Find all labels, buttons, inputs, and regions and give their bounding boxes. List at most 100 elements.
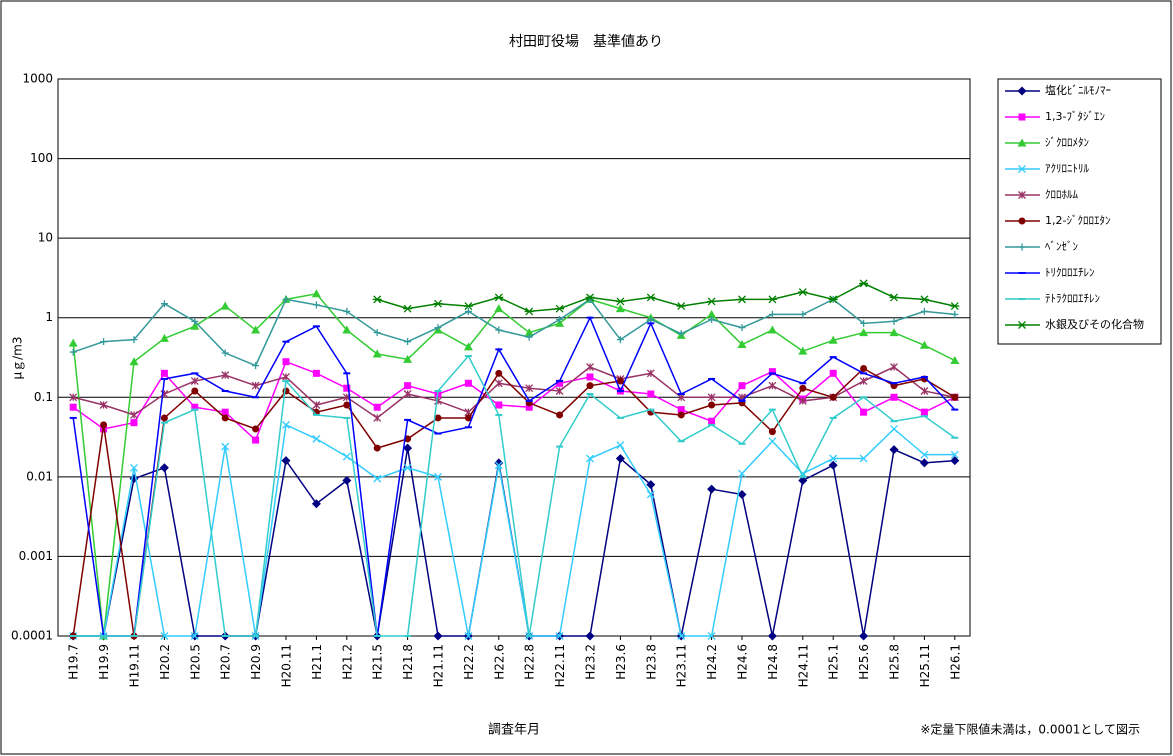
marker — [281, 456, 291, 466]
marker — [191, 317, 199, 325]
x-tick-label: H21.11 — [432, 644, 446, 687]
marker — [586, 454, 594, 463]
marker — [99, 401, 108, 409]
marker — [586, 363, 594, 371]
marker — [343, 401, 351, 409]
marker — [311, 499, 321, 509]
marker — [525, 403, 533, 411]
marker — [919, 458, 929, 468]
x-tick-label: H25.8 — [888, 644, 902, 680]
marker — [494, 293, 504, 302]
marker — [342, 325, 352, 334]
marker — [100, 421, 108, 429]
x-tick-label: H22.8 — [523, 644, 537, 680]
marker — [464, 414, 472, 422]
marker — [403, 354, 413, 363]
series-line — [72, 315, 956, 637]
marker — [373, 474, 382, 483]
marker — [372, 349, 382, 358]
marker — [311, 289, 321, 298]
marker — [647, 390, 655, 398]
x-tick-label: H22.11 — [553, 644, 567, 687]
marker — [404, 338, 412, 346]
marker — [737, 490, 747, 500]
x-tick-label: H20.5 — [188, 644, 202, 680]
marker — [646, 293, 656, 302]
x-tick-label: H25.6 — [857, 644, 871, 680]
series-line — [72, 360, 956, 442]
marker — [160, 414, 168, 422]
x-tick-label: H20.2 — [158, 644, 172, 680]
marker — [556, 315, 564, 323]
marker — [767, 631, 777, 641]
marker — [373, 413, 382, 422]
x-tick-label: H24.11 — [796, 644, 810, 687]
marker — [799, 310, 807, 318]
marker — [890, 424, 898, 433]
marker — [555, 387, 564, 395]
marker — [950, 456, 960, 466]
marker — [768, 428, 776, 436]
marker — [433, 299, 443, 308]
x-tick-label: H20.9 — [249, 644, 263, 680]
marker — [951, 310, 959, 318]
marker — [463, 342, 473, 351]
marker — [129, 357, 139, 366]
series-line — [73, 366, 955, 419]
marker — [252, 436, 260, 444]
marker — [524, 307, 534, 316]
marker — [1017, 138, 1027, 147]
legend-label: ﾃﾄﾗｸﾛﾛｴﾁﾚﾝ — [1045, 292, 1100, 305]
marker — [160, 300, 168, 308]
marker — [859, 377, 868, 386]
marker — [555, 632, 564, 640]
marker — [1018, 243, 1026, 251]
marker — [768, 368, 776, 376]
marker — [343, 307, 351, 315]
marker — [950, 355, 960, 364]
marker — [1018, 217, 1026, 225]
x-tick-label: H24.8 — [766, 644, 780, 680]
marker — [494, 379, 503, 388]
x-tick-label: H19.9 — [97, 644, 111, 680]
marker — [464, 632, 473, 640]
marker — [252, 362, 260, 370]
x-tick-label: H24.6 — [736, 644, 750, 680]
marker — [707, 309, 717, 318]
y-tick-label: 100 — [30, 151, 53, 165]
marker — [130, 463, 138, 472]
legend-label: 1,3-ﾌﾞﾀｼﾞｴﾝ — [1045, 110, 1105, 123]
marker — [68, 338, 78, 347]
marker — [828, 460, 838, 470]
marker — [737, 295, 747, 304]
marker — [615, 304, 625, 313]
y-tick-label: 0.01 — [26, 469, 53, 483]
marker — [130, 336, 138, 344]
marker — [951, 393, 959, 401]
marker — [919, 340, 929, 349]
marker — [190, 321, 200, 330]
x-tick-label: H19.11 — [128, 644, 142, 687]
marker — [130, 419, 138, 427]
legend-label: ｼﾞｸﾛﾛﾒﾀﾝ — [1045, 136, 1089, 149]
legend-label: ｱｸﾘﾛﾆﾄﾘﾙ — [1045, 162, 1089, 175]
marker — [282, 420, 290, 429]
marker — [646, 369, 655, 378]
marker — [403, 390, 412, 398]
marker — [556, 379, 564, 387]
marker — [920, 387, 929, 395]
marker — [494, 304, 504, 313]
marker — [920, 408, 928, 416]
marker — [403, 443, 413, 453]
series-line — [72, 292, 956, 637]
marker — [586, 373, 594, 381]
marker — [799, 384, 807, 392]
y-tick-label: 1000 — [22, 72, 53, 86]
marker — [252, 425, 260, 433]
marker — [828, 335, 838, 344]
marker — [586, 382, 594, 390]
marker — [403, 463, 412, 472]
x-tick-label: H24.2 — [705, 644, 719, 680]
marker — [615, 297, 625, 306]
marker — [920, 450, 929, 459]
